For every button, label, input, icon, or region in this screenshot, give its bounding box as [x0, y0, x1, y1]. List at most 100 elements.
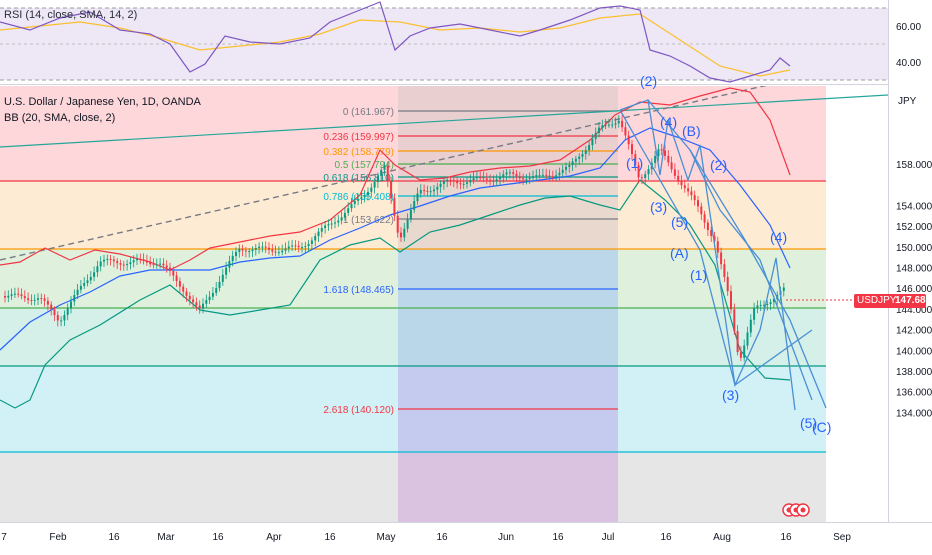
- rsi-lines: [0, 1, 791, 83]
- candle-body: [720, 252, 723, 265]
- candle-body: [568, 165, 571, 167]
- candle-body: [763, 304, 765, 306]
- candle-body: [452, 179, 455, 182]
- candle-body: [545, 174, 548, 176]
- last-price-value: 147.688: [895, 295, 932, 306]
- candle-body: [769, 302, 772, 305]
- candle-body: [739, 352, 742, 358]
- candle-body: [512, 172, 515, 174]
- candle-body: [482, 177, 485, 179]
- candle-body: [383, 165, 386, 170]
- candle-body: [380, 169, 383, 176]
- candle-body: [277, 252, 280, 254]
- candle-body: [294, 245, 297, 247]
- wave-labels: (1) (2) (3) (4) (5) (A) (B) (C) (1) (2) (3) (4) (5): [626, 73, 831, 435]
- candle-body: [472, 178, 475, 181]
- candle-body: [515, 173, 518, 177]
- candle-body: [93, 272, 96, 277]
- candle-body: [337, 220, 340, 223]
- candle-body: [571, 161, 574, 166]
- candle-body: [654, 155, 657, 163]
- candle-body: [409, 209, 412, 220]
- candle-body: [363, 194, 366, 198]
- candle-body: [73, 295, 76, 302]
- candle-body: [310, 240, 313, 244]
- trendlines: [0, 86, 888, 261]
- time-tick-label: 16: [324, 532, 336, 543]
- candle-body: [611, 124, 614, 126]
- candles: [4, 115, 785, 362]
- candle-body: [746, 332, 749, 346]
- candle-body: [307, 243, 310, 247]
- currency-label[interactable]: JPY: [898, 96, 917, 107]
- candle-body: [37, 298, 39, 300]
- candle-body: [63, 314, 66, 321]
- candle-body: [304, 246, 307, 248]
- fib-label-4: 0.618 (156.810): [323, 173, 394, 184]
- candle-body: [640, 177, 643, 179]
- candle-body: [591, 139, 594, 146]
- candle-body: [532, 176, 534, 178]
- candle-body: [340, 217, 343, 221]
- candle-body: [162, 263, 165, 266]
- candle-body: [241, 248, 244, 251]
- fib-retracement: 0 (161.967) 0.236 (159.997) 0.382 (158.779…: [323, 107, 618, 416]
- time-tick-label: 16: [780, 532, 792, 543]
- candle-body: [169, 267, 171, 271]
- symbol-title[interactable]: U.S. Dollar / Japanese Yen, 1D, OANDA: [4, 96, 201, 108]
- candle-body: [195, 302, 198, 306]
- candle-body: [7, 295, 10, 298]
- rsi-tick-label: 40.00: [896, 58, 921, 69]
- projection-box-bottom: [398, 452, 618, 522]
- price-tick-label: 148.000: [896, 264, 932, 275]
- rsi-legend[interactable]: RSI (14, close, SMA, 14, 2): [4, 9, 138, 21]
- candle-body: [83, 283, 86, 286]
- price-pane: 0 (161.967) 0.236 (159.997) 0.382 (158.779…: [0, 73, 888, 522]
- candle-body: [129, 262, 132, 265]
- candle-body: [330, 223, 333, 225]
- candle-body: [43, 298, 46, 301]
- candle-body: [56, 315, 59, 321]
- dashed-trendline: [0, 86, 767, 261]
- candle-body: [185, 291, 188, 296]
- price-tick-label: 144.000: [896, 305, 932, 316]
- price-tick-label: 136.000: [896, 388, 932, 399]
- candle-body: [350, 203, 353, 209]
- candle-body: [297, 245, 300, 248]
- wave-path-secondary: [647, 99, 813, 401]
- price-tick-label: 134.000: [896, 408, 932, 419]
- candle-body: [221, 274, 224, 282]
- rsi-line: [0, 1, 791, 83]
- candle-body: [248, 251, 251, 253]
- candle-body: [60, 320, 63, 322]
- candle-body: [287, 246, 290, 249]
- time-tick-label: Feb: [49, 532, 67, 543]
- candle-body: [574, 158, 577, 162]
- candle-body: [683, 185, 686, 189]
- candle-body: [469, 180, 472, 183]
- candle-body: [601, 125, 604, 128]
- price-background: [0, 86, 888, 522]
- candle-body: [756, 305, 759, 309]
- candle-body: [657, 149, 660, 156]
- candle-body: [244, 250, 247, 252]
- candle-body: [693, 195, 696, 201]
- candle-body: [30, 299, 33, 301]
- candle-body: [122, 264, 125, 266]
- candle-body: [334, 222, 336, 224]
- candle-body: [205, 300, 208, 304]
- candle-body: [604, 124, 607, 126]
- price-axis-bg: [888, 0, 932, 550]
- bb-legend[interactable]: BB (20, SMA, close, 2): [4, 112, 116, 124]
- candle-body: [403, 228, 406, 238]
- candle-body: [327, 224, 330, 226]
- fib-label-8: 2.618 (140.120): [323, 405, 394, 416]
- candle-body: [53, 309, 56, 316]
- price-tick-label: 140.000: [896, 346, 932, 357]
- projection-box-mid: [398, 249, 618, 365]
- candle-body: [736, 331, 739, 353]
- time-tick-label: May: [377, 532, 396, 543]
